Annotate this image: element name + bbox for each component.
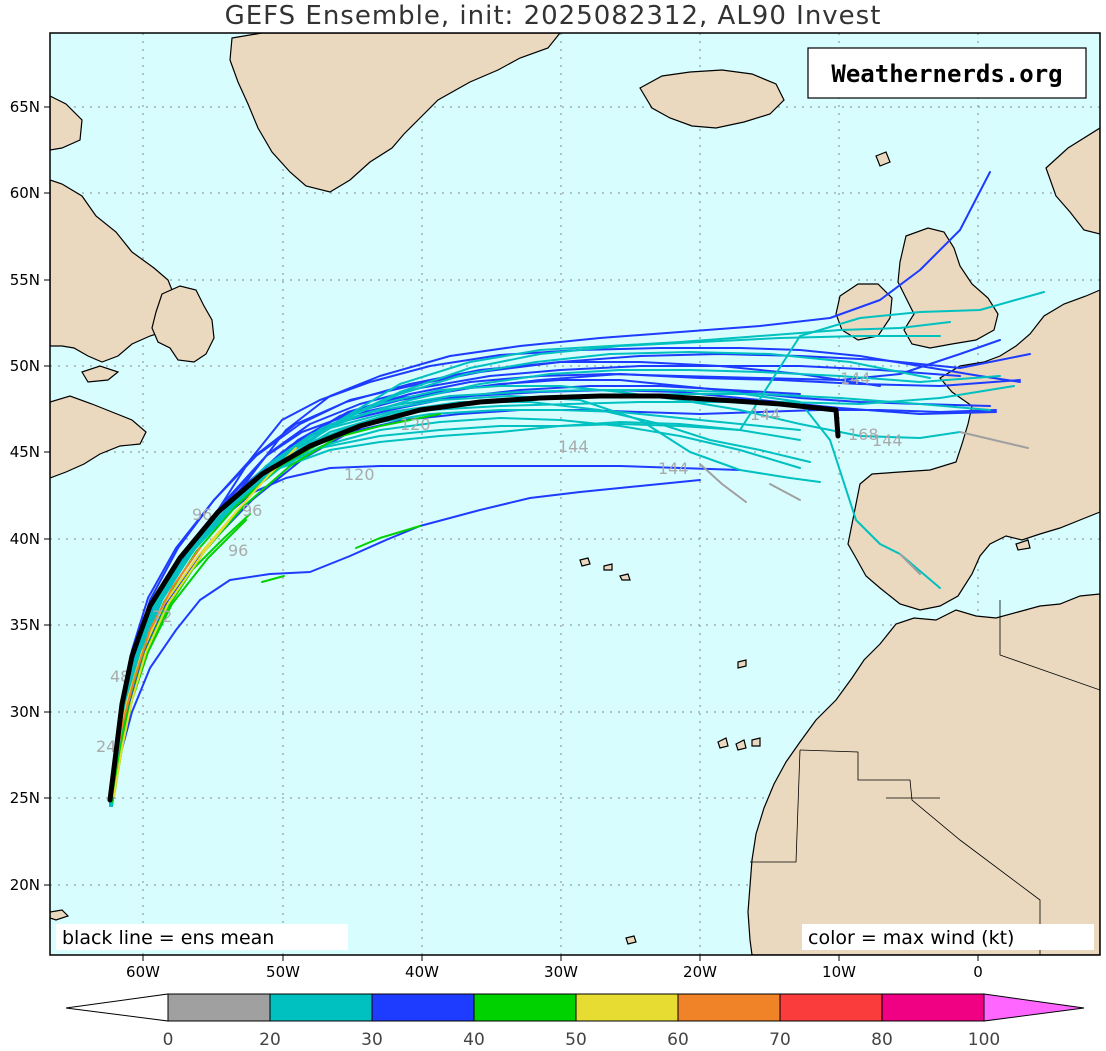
colorbar-bin <box>575 993 679 1022</box>
canary-islands <box>717 737 761 751</box>
latitude-labels: 65N 60N 55N 50N 45N 40N 35N 30N 25N 20N <box>10 98 40 894</box>
lat-label: 55N <box>10 271 40 289</box>
hour-label: 72 <box>152 607 172 626</box>
madeira <box>737 659 747 669</box>
hour-label: 96 <box>228 541 248 560</box>
colorbar-label: 80 <box>871 1030 893 1050</box>
cape-verde <box>625 935 637 945</box>
colorbar-bin <box>167 993 271 1022</box>
colorbar-bin <box>473 993 577 1022</box>
iceland <box>639 69 785 129</box>
hour-label: 96 <box>242 501 262 520</box>
track-member <box>769 483 801 501</box>
lat-label: 30N <box>10 703 40 721</box>
hour-label: 120 <box>400 415 431 434</box>
note-left-box <box>56 924 348 950</box>
colorbar-label: 40 <box>463 1030 485 1050</box>
track-member <box>959 431 1029 449</box>
colorbar-bin <box>371 993 475 1022</box>
newfoundland <box>151 285 215 363</box>
track-member <box>261 575 285 583</box>
colorbar-bin <box>269 993 373 1022</box>
lat-label: 20N <box>10 876 40 894</box>
note-right-box <box>802 924 1094 950</box>
note-ens-mean: black line = ens mean <box>62 927 274 949</box>
lon-label: 20W <box>683 963 717 981</box>
lat-label: 45N <box>10 443 40 461</box>
faroe-islands <box>875 151 891 167</box>
africa <box>747 593 1100 955</box>
baffin-island <box>50 95 83 151</box>
map-frame <box>49 32 1101 956</box>
hour-label: 144 <box>840 369 871 388</box>
ireland <box>835 283 893 341</box>
colorbar-label: 50 <box>565 1030 587 1050</box>
track-member <box>355 525 421 549</box>
colorbar-label: 100 <box>968 1030 1000 1050</box>
lat-label: 65N <box>10 98 40 116</box>
hour-label: 96 <box>192 505 212 524</box>
caribbean-islands <box>50 909 70 921</box>
colorbar-label: 60 <box>667 1030 689 1050</box>
europe <box>847 289 1100 611</box>
colorbar-label: 70 <box>769 1030 791 1050</box>
maritimes <box>50 395 147 479</box>
ensemble-mean-track <box>107 393 841 803</box>
track-member <box>111 393 991 807</box>
branding-text: Weathernerds.org <box>831 60 1062 88</box>
scandinavia <box>1045 127 1100 235</box>
lat-label: 35N <box>10 616 40 634</box>
note-max-wind: color = max wind (kt) <box>808 927 1014 949</box>
hour-label: 144 <box>558 437 589 456</box>
colorbar-low-arrow <box>65 993 169 1022</box>
lon-label: 50W <box>266 963 300 981</box>
colorbar-bin <box>881 993 985 1022</box>
colorbar-label: 20 <box>259 1030 281 1050</box>
colorbar-labels: 0 20 30 40 50 60 70 80 100 <box>163 1030 1001 1050</box>
balearic-islands <box>1015 539 1031 551</box>
lon-label: 60W <box>126 963 160 981</box>
hour-label: 144 <box>658 459 689 478</box>
colorbar-label: 30 <box>361 1030 383 1050</box>
lat-label: 60N <box>10 184 40 202</box>
forecast-hour-labels: 24 48 72 96 96 96 120 120 144 144 144 14… <box>96 369 903 756</box>
lat-label: 25N <box>10 789 40 807</box>
hour-label: 120 <box>344 465 375 484</box>
colorbar <box>65 993 1085 1022</box>
political-borders <box>750 600 1100 955</box>
colorbar-high-arrow <box>983 993 1085 1022</box>
colorbar-bin <box>677 993 781 1022</box>
map-title: GEFS Ensemble, init: 2025082312, AL90 In… <box>224 1 882 31</box>
anticosti <box>81 365 120 383</box>
land-masses <box>50 33 1100 955</box>
track-member <box>111 409 997 803</box>
hour-label: 144 <box>872 431 903 450</box>
lon-label: 0 <box>973 963 983 981</box>
lat-label: 50N <box>10 357 40 375</box>
track-member <box>113 511 237 797</box>
track-member <box>111 479 701 801</box>
azores <box>579 557 631 581</box>
axis-ticks <box>44 106 979 961</box>
hour-label: 168 <box>848 425 879 444</box>
colorbar-label: 0 <box>163 1030 174 1050</box>
lon-label: 30W <box>544 963 578 981</box>
track-member <box>699 463 747 503</box>
hour-label: 144 <box>750 405 781 424</box>
track-member <box>899 553 921 575</box>
greenland <box>229 33 561 193</box>
great-britain <box>897 227 999 349</box>
lat-label: 40N <box>10 530 40 548</box>
hour-label: 24 <box>96 737 116 756</box>
lon-label: 10W <box>822 963 856 981</box>
colorbar-bin <box>779 993 883 1022</box>
longitude-labels: 60W 50W 40W 30W 20W 10W 0 <box>126 963 983 981</box>
branding-box <box>807 47 1087 99</box>
lon-label: 40W <box>405 963 439 981</box>
